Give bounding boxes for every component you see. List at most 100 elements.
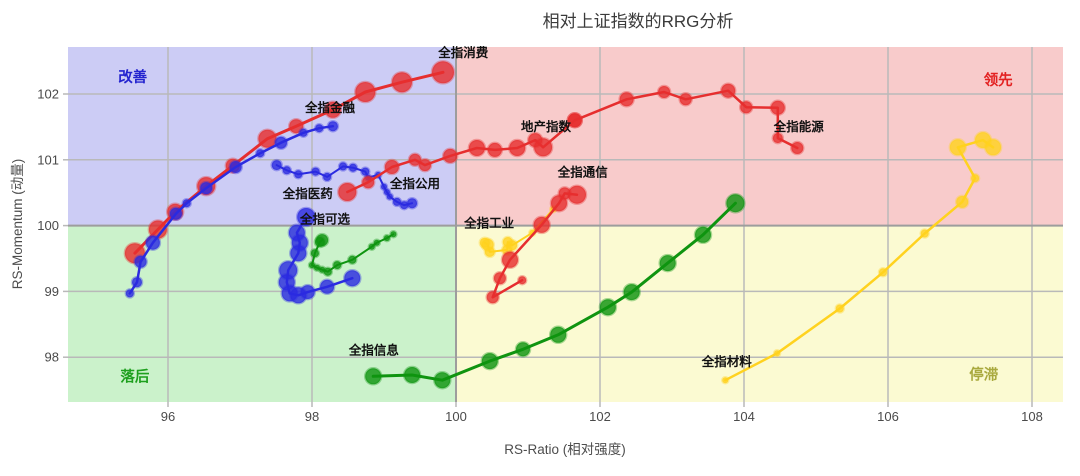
series-marker-全指材料[interactable] [969, 172, 981, 184]
series-marker-全指通信[interactable] [566, 184, 588, 205]
series-label-全指医药: 全指医药 [282, 186, 334, 201]
series-marker-全指公用[interactable] [337, 161, 349, 172]
series-label-全指能源: 全指能源 [773, 119, 825, 134]
series-marker-全指消费[interactable] [257, 128, 278, 149]
series-marker-全指信息[interactable] [725, 192, 746, 214]
series-marker-全指信息[interactable] [622, 282, 641, 302]
series-marker-全指金融[interactable] [326, 119, 340, 133]
series-marker-全指信息[interactable] [480, 351, 500, 371]
series-marker-全指消费[interactable] [354, 80, 377, 104]
series-marker-地产指数[interactable] [417, 157, 433, 173]
series-marker-全指公用[interactable] [270, 158, 283, 172]
series-marker-全指公用[interactable] [281, 165, 293, 176]
series-marker-全指信息[interactable] [548, 325, 568, 345]
series-marker-全指医药[interactable] [343, 268, 362, 288]
series-marker-全指消费[interactable] [390, 70, 414, 94]
series-marker-全指能源[interactable] [678, 92, 693, 107]
series-marker-全指材料[interactable] [948, 138, 968, 157]
series-marker-全指通信[interactable] [492, 270, 508, 286]
series-marker-地产指数[interactable] [337, 181, 358, 203]
series-marker-全指通信[interactable] [500, 250, 520, 270]
series-marker-全指公用[interactable] [385, 192, 395, 201]
series-marker-全指材料[interactable] [983, 138, 1003, 157]
series-marker-全指公用[interactable] [391, 196, 403, 208]
series-marker-全指公用[interactable] [347, 162, 359, 173]
series-marker-全指医药[interactable] [299, 283, 316, 301]
series-marker-全指材料[interactable] [877, 267, 889, 278]
series-marker-全指工业[interactable] [478, 236, 492, 249]
series-marker-全指能源[interactable] [719, 82, 737, 99]
series-marker-全指金融[interactable] [133, 254, 148, 270]
series-marker-全指消费[interactable] [430, 60, 456, 85]
series-marker-全指公用[interactable] [405, 196, 419, 210]
series-marker-全指金融[interactable] [144, 234, 162, 251]
series-marker-全指通信[interactable] [485, 290, 500, 305]
series-marker-全指材料[interactable] [834, 303, 846, 314]
series-marker-地产指数[interactable] [507, 138, 527, 158]
series-marker-全指信息[interactable] [693, 225, 713, 245]
series-marker-地产指数[interactable] [467, 138, 487, 158]
series-marker-全指金融[interactable] [130, 275, 144, 289]
series-marker-全指消费[interactable] [287, 117, 305, 135]
series-marker-地产指数[interactable] [407, 152, 423, 168]
series-marker-全指材料[interactable] [919, 228, 930, 239]
series-marker-全指能源[interactable] [618, 91, 635, 108]
series-marker-全指金融[interactable] [228, 159, 243, 175]
series-marker-全指通信[interactable] [532, 215, 551, 235]
series-marker-地产指数[interactable] [383, 158, 401, 176]
series-marker-全指公用[interactable] [310, 166, 321, 177]
series-marker-全指公用[interactable] [360, 166, 371, 177]
series-marker-全指金融[interactable] [181, 197, 192, 209]
series-marker-全指可选[interactable] [312, 263, 322, 272]
series-marker-全指材料[interactable] [721, 375, 730, 385]
series-marker-全指可选[interactable] [307, 260, 317, 270]
series-marker-全指能源[interactable] [771, 131, 785, 145]
series-marker-全指医药[interactable] [318, 278, 336, 296]
series-label-全指公用: 全指公用 [389, 176, 440, 191]
series-marker-全指信息[interactable] [598, 297, 618, 317]
series-marker-全指能源[interactable] [656, 84, 672, 100]
series-marker-全指能源[interactable] [566, 112, 584, 129]
series-marker-全指金融[interactable] [273, 135, 289, 150]
series-marker-全指可选[interactable] [347, 254, 358, 266]
series-marker-全指公用[interactable] [293, 169, 304, 180]
series-marker-全指信息[interactable] [363, 367, 383, 386]
series-marker-全指能源[interactable] [790, 140, 805, 156]
series-marker-地产指数[interactable] [441, 147, 459, 165]
series-marker-全指金融[interactable] [313, 122, 325, 134]
series-marker-全指可选[interactable] [372, 238, 382, 247]
series-marker-全指通信[interactable] [516, 274, 528, 286]
series-marker-全指材料[interactable] [954, 194, 970, 210]
series-marker-全指医药[interactable] [289, 243, 308, 263]
series-marker-全指信息[interactable] [402, 365, 422, 385]
series-marker-全指可选[interactable] [367, 242, 377, 251]
series-marker-全指信息[interactable] [514, 341, 532, 358]
series-marker-地产指数[interactable] [486, 141, 504, 159]
series-marker-全指消费[interactable] [323, 100, 343, 120]
series-marker-全指可选[interactable] [382, 233, 392, 243]
series-marker-全指医药[interactable] [295, 206, 317, 228]
series-marker-全指材料[interactable] [772, 349, 782, 358]
series-marker-全指可选[interactable] [331, 259, 343, 271]
series-marker-地产指数[interactable] [360, 174, 376, 190]
series-marker-全指信息[interactable] [433, 370, 452, 390]
series-marker-全指可选[interactable] [389, 229, 398, 239]
series-marker-全指金融[interactable] [198, 180, 214, 196]
y-tick-label: 99 [45, 284, 59, 299]
series-marker-全指能源[interactable] [769, 99, 787, 117]
series-marker-全指可选[interactable] [314, 232, 330, 248]
series-label-全指消费: 全指消费 [437, 45, 489, 60]
series-marker-全指公用[interactable] [379, 182, 389, 192]
series-marker-全指公用[interactable] [382, 187, 392, 197]
series-marker-全指金融[interactable] [254, 147, 266, 159]
series-label-全指金融: 全指金融 [304, 100, 356, 115]
series-marker-全指公用[interactable] [321, 171, 333, 183]
series-marker-全指金融[interactable] [298, 127, 309, 139]
series-marker-全指能源[interactable] [738, 99, 754, 115]
series-marker-全指信息[interactable] [658, 253, 677, 273]
series-marker-全指金融[interactable] [124, 288, 136, 299]
series-marker-地产指数[interactable] [532, 137, 554, 158]
series-marker-全指金融[interactable] [168, 206, 184, 222]
series-marker-全指可选[interactable] [309, 247, 321, 259]
